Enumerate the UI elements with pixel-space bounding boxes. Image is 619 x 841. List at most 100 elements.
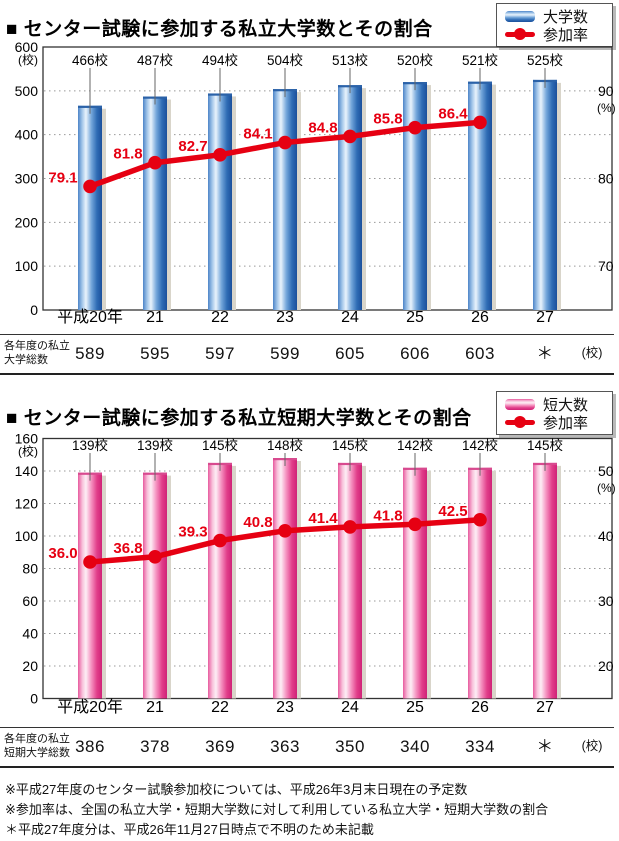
bar-value-label: 139校 [137,437,174,453]
legend-label: 参加率 [543,414,589,432]
table-row-label: 各年度の私立 大学総数 [4,340,70,366]
bar-shadow [297,92,301,310]
chart2-legend-line-row: 参加率 [505,414,606,432]
red-line-legend-icon [505,28,535,40]
bar [273,89,297,310]
left-axis-tick: 400 [15,127,39,143]
plot-border [42,46,613,311]
bar-shadow [232,465,236,699]
bar-shadow [232,96,236,310]
chart2-total-table: 各年度の私立 短期大学総数 386 378 369 363 350 340 334 ＊ (校) [0,727,614,768]
chart1-title: ■ センター試験に参加する私立大学数とその割合 [6,19,433,40]
bar-shadow [557,465,561,699]
bar [78,472,102,699]
chart2-plot: 160 140 120 100 80 60 40 20 0 (校) 50 (%) 40 30 20 139校 1… [0,425,619,730]
chart-svg: 600 500 400 300 200 100 0 (校) 90 (%) 80 70 466校 487校 4… [15,39,616,326]
bar [403,467,427,699]
bar-value-label: 145校 [527,437,564,453]
table-total-value: ＊ [536,737,554,756]
footnote-line: ※平成27年度のセンター試験参加校については、平成26年3月末日現在の予定数 [5,782,468,797]
left-axis-tick: 40 [22,626,38,642]
bar-shadow [492,84,496,311]
rate-value-label: 85.8 [373,111,402,128]
rate-dot [213,533,227,548]
rate-value-label: 84.1 [243,126,272,143]
table-row-label: 各年度の私立 短期大学総数 [4,733,70,759]
right-axis-tick: 30 [598,593,614,609]
red-line-legend-icon [505,416,535,428]
bar-shadow [492,470,496,699]
table-total-value: 605 [335,344,365,363]
left-axis-tick: 0 [30,691,38,707]
chart2-legend-bar-row: 短大数 [505,396,606,414]
rate-dot [213,148,227,162]
table-total-value: 606 [400,344,430,363]
bar-shadow [167,99,171,310]
rate-dot [343,129,357,144]
rate-dot [278,524,292,538]
x-axis-label: 24 [341,309,359,326]
table-total-value: 597 [205,344,235,363]
rate-dot [473,115,487,130]
bar-shadow [297,461,301,699]
rate-value-label: 36.8 [113,540,142,557]
right-axis-unit: (%) [597,101,616,115]
footnote-line: ＊平成27年度分は、平成26年11月27日時点で不明のため未記載 [5,822,374,837]
rate-value-label: 81.8 [113,146,142,163]
x-axis-label: 22 [211,309,229,326]
left-axis-tick: 140 [15,463,39,479]
table-total-value: 369 [205,737,235,756]
bar [143,472,167,699]
rate-dot [473,512,487,527]
rate-value-label: 86.4 [438,105,468,122]
bar-shadow [427,85,431,310]
bar-value-label: 466校 [72,52,109,68]
x-axis-label: 26 [471,309,489,326]
rate-dot [408,517,422,532]
table-total-value: 350 [335,737,365,756]
right-axis-unit: (%) [597,481,616,495]
bar-shadow [427,470,431,699]
left-axis-unit: (校) [18,444,38,459]
bar [533,462,557,699]
left-axis-tick: 0 [30,302,38,318]
right-axis-tick: 90 [598,83,614,99]
bar-value-label: 525校 [527,52,564,68]
bar [533,79,557,310]
rate-value-label: 41.4 [308,510,338,527]
bar [338,462,362,699]
chart1-legend-line-row: 参加率 [505,26,606,44]
left-axis-tick: 200 [15,214,39,230]
bar-value-label: 513校 [332,52,369,68]
bar-value-label: 142校 [462,437,499,453]
rate-value-label: 82.7 [178,138,207,155]
table-total-value: 334 [465,737,495,756]
bar-shadow [557,82,561,310]
bar-value-label: 142校 [397,437,434,453]
bar [403,82,427,310]
left-axis-tick: 100 [15,528,39,544]
x-axis-label: 21 [146,309,164,326]
right-axis-tick: 80 [598,171,614,187]
x-axis-label: 25 [406,699,424,716]
table-total-value: 386 [75,737,105,756]
chart2-legend: 短大数 参加率 [496,391,613,435]
table-total-value: 378 [140,737,170,756]
left-axis-tick: 300 [15,171,39,187]
bar-shadow [167,475,171,699]
x-axis-label: 25 [406,309,424,326]
legend-label: 参加率 [543,26,589,44]
right-axis-tick: 20 [598,658,614,674]
left-axis-tick: 20 [22,658,38,674]
rate-dot [408,120,422,135]
bar-shadow [102,475,106,699]
rate-value-label: 36.0 [48,545,77,562]
rate-value-label: 40.8 [243,514,272,531]
bar [273,458,297,699]
bar-shadow [362,88,366,310]
left-axis-tick: 80 [22,561,38,577]
chart1-legend-bar-row: 大学数 [505,8,606,26]
chart-svg: 160 140 120 100 80 60 40 20 0 (校) 50 (%) 40 30 20 139校 1… [15,431,616,717]
left-axis-tick: 600 [15,40,39,55]
